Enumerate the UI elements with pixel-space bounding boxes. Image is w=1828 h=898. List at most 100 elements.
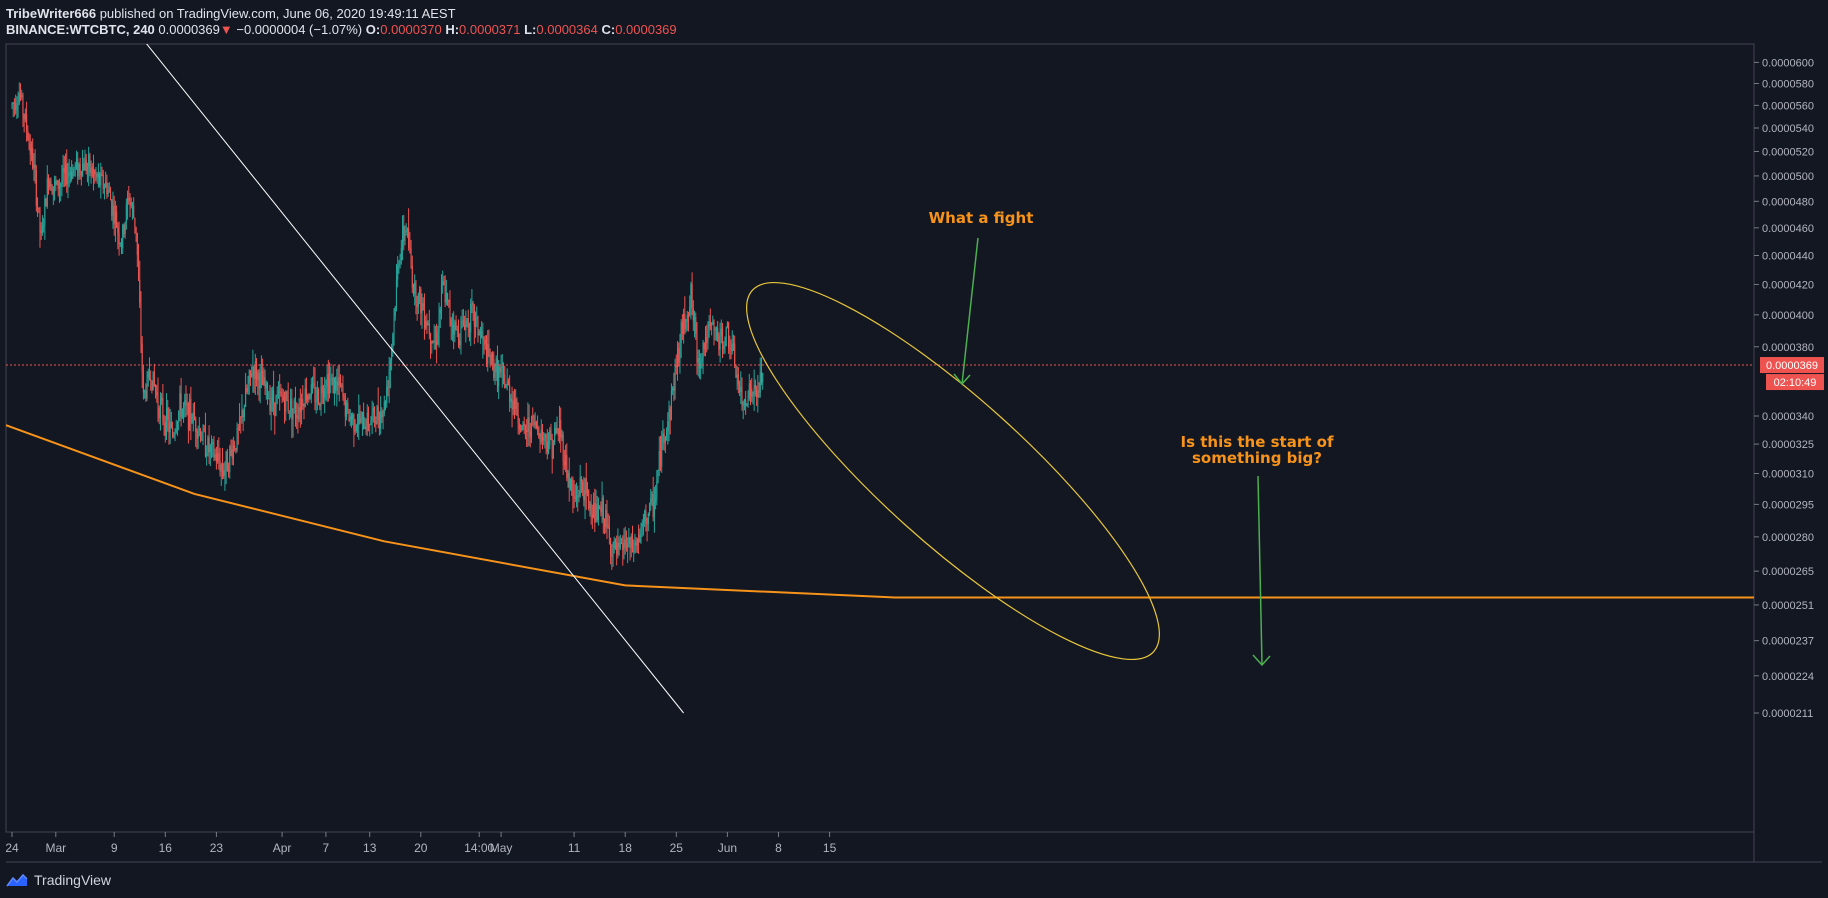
symbol-label[interactable]: BINANCE:WTCBTC, 240 bbox=[6, 22, 155, 37]
candle-body bbox=[364, 426, 366, 429]
candle-body bbox=[273, 390, 275, 403]
candle-body bbox=[420, 288, 422, 314]
candle-body bbox=[201, 439, 203, 441]
candle-body bbox=[647, 513, 649, 524]
drawings bbox=[6, 44, 1754, 714]
candle-body bbox=[652, 494, 654, 518]
candle-body bbox=[400, 247, 402, 261]
candle-body bbox=[263, 377, 265, 385]
candle-body bbox=[717, 328, 719, 341]
y-tick-label: 0.0000400 bbox=[1762, 310, 1814, 322]
candle-body bbox=[739, 384, 741, 393]
candle-body bbox=[568, 472, 570, 488]
candle-body bbox=[681, 321, 683, 334]
candle-body bbox=[386, 386, 388, 404]
candle-body bbox=[19, 93, 22, 97]
candle-body bbox=[95, 173, 97, 175]
candle-body bbox=[376, 406, 378, 425]
candle-body bbox=[192, 412, 194, 423]
candle-body bbox=[749, 383, 752, 389]
candle-body bbox=[692, 308, 694, 321]
candle-body bbox=[622, 543, 624, 550]
y-tick-label: 0.0000251 bbox=[1762, 600, 1814, 612]
candle-body bbox=[264, 377, 266, 389]
candle-body bbox=[439, 308, 441, 314]
candle-body bbox=[753, 385, 755, 395]
candle-body bbox=[521, 425, 523, 431]
candle-body bbox=[122, 225, 124, 249]
candle-body bbox=[633, 550, 635, 553]
plot-frame bbox=[5, 43, 1755, 833]
candle-body bbox=[487, 344, 489, 365]
candle-body bbox=[73, 167, 75, 169]
candle-body bbox=[624, 539, 626, 548]
candle-body bbox=[675, 365, 677, 368]
candle-body bbox=[444, 285, 446, 303]
candle-body bbox=[395, 279, 398, 308]
candle-body bbox=[110, 191, 112, 201]
candle-body bbox=[40, 231, 42, 233]
candle-body bbox=[721, 328, 724, 349]
author-name[interactable]: TribeWriter666 bbox=[6, 6, 97, 21]
candle-body bbox=[89, 154, 91, 173]
candle-body bbox=[399, 260, 401, 265]
candle-body bbox=[187, 403, 189, 430]
high-label: H: bbox=[445, 22, 460, 37]
candle-body bbox=[106, 181, 108, 195]
candle-body bbox=[163, 419, 165, 423]
candle-body bbox=[125, 204, 127, 223]
candle-body bbox=[683, 313, 685, 334]
candle-body bbox=[397, 266, 399, 280]
open-label: O: bbox=[365, 22, 381, 37]
candle-body bbox=[297, 417, 299, 420]
candle-body bbox=[86, 166, 88, 171]
candle-body bbox=[566, 454, 568, 479]
candle-body bbox=[460, 321, 462, 346]
candle-body bbox=[27, 130, 29, 140]
candle-body bbox=[403, 226, 405, 242]
candle-body bbox=[392, 334, 394, 350]
candle-body bbox=[16, 106, 18, 111]
candle-body bbox=[532, 416, 534, 418]
candle-body bbox=[195, 418, 197, 432]
candle-body bbox=[102, 174, 104, 189]
x-tick-label: 9 bbox=[111, 841, 118, 855]
y-axis[interactable]: 0.0000600 0.0000580 0.0000560 0.0000540 0.00… bbox=[1754, 57, 1814, 720]
candle-body bbox=[614, 540, 617, 543]
y-tick-label: 0.0000560 bbox=[1762, 100, 1814, 112]
candle-body bbox=[617, 542, 619, 555]
candle-body bbox=[684, 313, 686, 329]
candle-body bbox=[105, 181, 107, 188]
candle-body bbox=[280, 392, 282, 395]
publish-line: TribeWriter666 published on TradingView.… bbox=[6, 6, 677, 22]
candle-body bbox=[231, 449, 233, 459]
candle-body bbox=[229, 446, 231, 473]
candle-body bbox=[561, 434, 563, 438]
candle-body bbox=[610, 537, 612, 556]
candle-body bbox=[437, 331, 439, 345]
candle-body bbox=[265, 383, 267, 389]
candle-body bbox=[732, 343, 735, 345]
candle-body bbox=[426, 321, 428, 326]
candle-body bbox=[513, 400, 516, 409]
candle-body bbox=[30, 147, 33, 155]
candle-body bbox=[24, 114, 26, 120]
candle-body bbox=[455, 321, 457, 331]
footer-brand[interactable]: TradingView bbox=[34, 872, 112, 888]
candle-body bbox=[49, 180, 51, 187]
tradingview-logo-icon[interactable] bbox=[6, 873, 28, 887]
candle-body bbox=[427, 323, 429, 326]
candle-body bbox=[371, 412, 373, 421]
candle-body bbox=[436, 341, 438, 345]
candle-body bbox=[139, 279, 141, 304]
candle-body bbox=[13, 103, 15, 105]
candle-body bbox=[546, 441, 548, 453]
candle-body bbox=[417, 293, 419, 308]
candle-body bbox=[309, 396, 311, 400]
candle-body bbox=[650, 498, 652, 504]
candle-body bbox=[114, 211, 116, 224]
candle-body bbox=[363, 411, 365, 429]
candle-body bbox=[696, 333, 698, 363]
